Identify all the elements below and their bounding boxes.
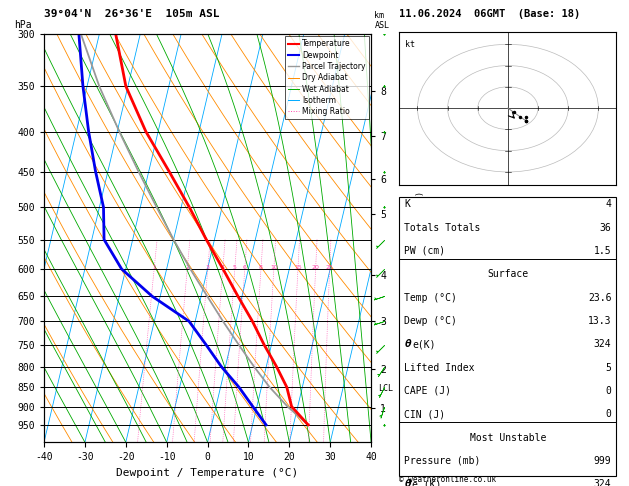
Text: km
ASL: km ASL	[374, 11, 389, 30]
Text: © weatheronline.co.uk: © weatheronline.co.uk	[399, 474, 496, 484]
Text: 1: 1	[152, 265, 156, 270]
Text: Totals Totals: Totals Totals	[404, 223, 481, 233]
Text: 25: 25	[326, 265, 333, 270]
Text: θ: θ	[404, 479, 411, 486]
Legend: Temperature, Dewpoint, Parcel Trajectory, Dry Adiabat, Wet Adiabat, Isotherm, Mi: Temperature, Dewpoint, Parcel Trajectory…	[285, 36, 369, 119]
Text: 36: 36	[599, 223, 611, 233]
Text: 324: 324	[594, 479, 611, 486]
Text: 6: 6	[243, 265, 247, 270]
Text: Most Unstable: Most Unstable	[470, 433, 546, 443]
Text: Temp (°C): Temp (°C)	[404, 293, 457, 303]
Text: K: K	[404, 199, 410, 209]
Text: 8: 8	[259, 265, 263, 270]
Text: 1.5: 1.5	[594, 246, 611, 256]
Text: 10: 10	[270, 265, 277, 270]
Text: 15: 15	[294, 265, 302, 270]
Text: 13.3: 13.3	[588, 316, 611, 326]
Text: 999: 999	[594, 456, 611, 466]
Text: θ: θ	[404, 339, 411, 349]
X-axis label: Dewpoint / Temperature (°C): Dewpoint / Temperature (°C)	[116, 468, 299, 478]
Text: e(K): e(K)	[412, 339, 435, 349]
Text: CIN (J): CIN (J)	[404, 409, 445, 419]
Text: 324: 324	[594, 339, 611, 349]
Text: Mixing Ratio (g/kg): Mixing Ratio (g/kg)	[416, 191, 425, 286]
Text: Pressure (mb): Pressure (mb)	[404, 456, 481, 466]
Text: e (K): e (K)	[412, 479, 442, 486]
Text: 39°04'N  26°36'E  105m ASL: 39°04'N 26°36'E 105m ASL	[44, 9, 220, 19]
Text: Lifted Index: Lifted Index	[404, 363, 475, 373]
Text: 5: 5	[233, 265, 237, 270]
Text: Surface: Surface	[487, 269, 528, 279]
Text: 20: 20	[311, 265, 320, 270]
Text: kt: kt	[406, 40, 415, 49]
Text: 23.6: 23.6	[588, 293, 611, 303]
Text: Dewp (°C): Dewp (°C)	[404, 316, 457, 326]
Text: hPa: hPa	[14, 20, 32, 30]
Text: 5: 5	[606, 363, 611, 373]
Text: 4: 4	[606, 199, 611, 209]
Text: PW (cm): PW (cm)	[404, 246, 445, 256]
Text: 4: 4	[221, 265, 225, 270]
Text: LCL: LCL	[378, 384, 393, 393]
Text: 2: 2	[185, 265, 189, 270]
Text: CAPE (J): CAPE (J)	[404, 386, 452, 396]
Text: 0: 0	[606, 409, 611, 419]
Text: 3: 3	[206, 265, 209, 270]
Text: 0: 0	[606, 386, 611, 396]
Text: 11.06.2024  06GMT  (Base: 18): 11.06.2024 06GMT (Base: 18)	[399, 9, 581, 19]
